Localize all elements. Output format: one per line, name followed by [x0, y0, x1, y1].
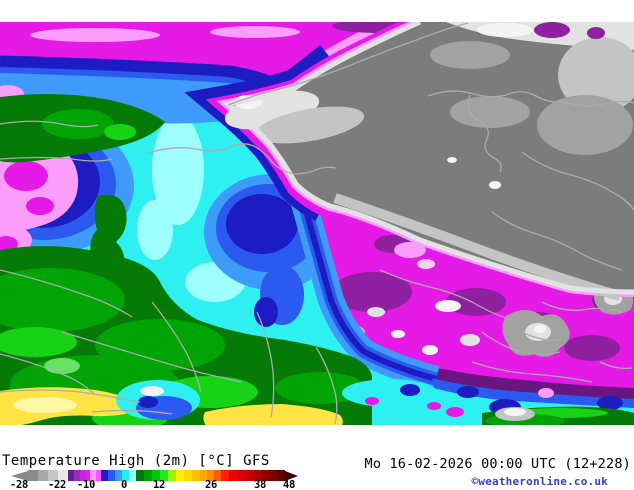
colorbar-segment — [129, 470, 136, 481]
temperature-map — [0, 22, 634, 425]
colorbar-tick-label: -28 — [9, 479, 29, 490]
colorbar-segment — [122, 470, 129, 481]
colorbar-segment — [115, 470, 122, 481]
colorbar-tick-label: 38 — [253, 479, 267, 490]
colorbar-segment — [160, 470, 168, 481]
colorbar-segment — [200, 470, 207, 481]
colorbar-segment — [214, 470, 221, 481]
coastlines — [0, 22, 634, 425]
colorbar-segment — [207, 470, 214, 481]
legend-title: Temperature High (2m) [°C] GFS — [2, 453, 270, 469]
gray-landmass — [224, 22, 634, 301]
colorbar-tick-label: -22 — [47, 479, 67, 490]
colorbar-tick-label: 26 — [204, 479, 218, 490]
colorbar-segment — [48, 470, 58, 481]
gray-coast-rim — [222, 22, 634, 295]
yellow-patches — [0, 387, 343, 425]
colorbar-segment — [261, 470, 269, 481]
colorbar-segment — [192, 470, 200, 481]
colorbar-ticks: -28 -22 -10 0 12 26 38 48 — [0, 479, 634, 490]
colorbar-segment — [38, 470, 48, 481]
colorbar-segment — [96, 470, 101, 481]
colorbar — [11, 470, 298, 481]
colorbar-segment — [85, 470, 90, 481]
colorbar-segment — [28, 470, 38, 481]
forecast-datetime: Mo 16-02-2026 00:00 UTC (12+228) — [364, 456, 631, 472]
colorbar-segment — [108, 470, 115, 481]
colorbar-segment — [221, 470, 229, 481]
colorbar-segment — [101, 470, 108, 481]
pink-light-patch — [417, 259, 435, 269]
purple-south-band — [420, 364, 634, 402]
colorbar-segment — [74, 470, 80, 481]
colorbar-right-arrow — [285, 470, 298, 481]
colorbar-segment — [68, 470, 74, 481]
colorbar-segment — [277, 470, 285, 481]
colorbar-segment — [229, 470, 237, 481]
colorbar-segment — [176, 470, 184, 481]
colorbar-segment — [253, 470, 261, 481]
bottom-left-cyan-pocket — [116, 380, 200, 420]
colorbar-segment — [144, 470, 152, 481]
colorbar-tick-label: 0 — [120, 479, 128, 490]
colorbar-tick-label: 48 — [282, 479, 296, 490]
colorbar-segment — [184, 470, 192, 481]
colorbar-segment — [152, 470, 160, 481]
green-land-north — [0, 93, 165, 163]
colorbar-segment — [237, 470, 245, 481]
colorbar-segment — [269, 470, 277, 481]
colorbar-segment — [136, 470, 144, 481]
colorbar-segment — [80, 470, 85, 481]
copyright-link[interactable]: ©weatheronline.co.uk — [471, 475, 608, 488]
colorbar-segment — [90, 470, 96, 481]
magenta-west-edge-bands — [289, 192, 440, 392]
colorbar-segment — [58, 470, 68, 481]
colorbar-segment — [168, 470, 176, 481]
colorbar-left-arrow — [11, 470, 28, 481]
bottom-right-bands — [342, 378, 634, 425]
colorbar-tick-label: -10 — [76, 479, 96, 490]
colorbar-tick-label: 12 — [152, 479, 166, 490]
colorbar-segment — [245, 470, 253, 481]
